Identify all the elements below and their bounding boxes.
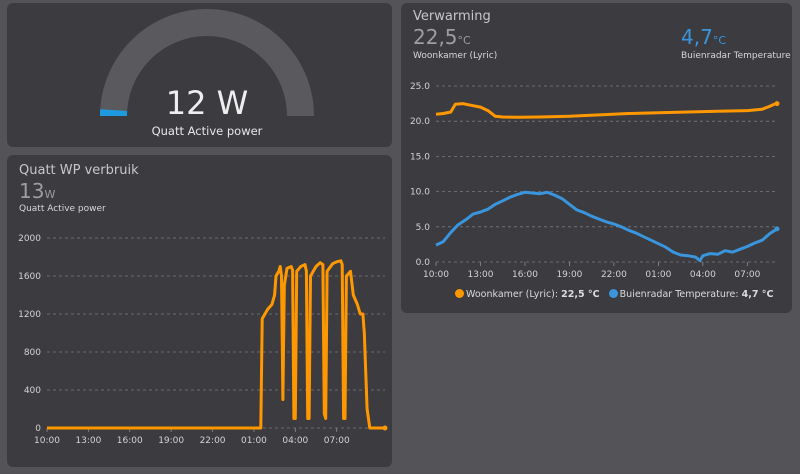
heat-secondary-number: 4,7 <box>681 25 713 49</box>
legend-dot-blue <box>608 289 618 298</box>
y-tick-label: 400 <box>24 386 41 396</box>
heat-primary-value: 22,5°C <box>413 25 471 49</box>
gauge: 12 W Quatt Active power <box>100 9 314 138</box>
legend-series1-name: Woonkamer (Lyric): <box>466 289 559 300</box>
x-tick-label: 07:00 <box>324 436 350 446</box>
legend-series1-value: 22,5 °C <box>561 289 600 300</box>
x-tick-label: 22:00 <box>601 270 627 280</box>
x-tick-label: 10:00 <box>423 270 449 280</box>
y-tick-label: 20.0 <box>410 117 430 127</box>
wp-card[interactable]: Quatt WP verbruik 13W Quatt Active power… <box>7 155 392 467</box>
heat-title: Verwarming <box>413 9 491 24</box>
y-tick-label: 25.0 <box>410 82 430 92</box>
wp-current-value: 13W <box>19 179 55 203</box>
y-tick-label: 800 <box>24 348 41 358</box>
x-tick-label: 16:00 <box>117 436 143 446</box>
y-tick-label: 0 <box>35 424 41 434</box>
series-end-point <box>774 226 780 232</box>
series-line <box>435 102 778 119</box>
series-end-point <box>774 101 780 107</box>
legend-dot-orange <box>455 289 464 298</box>
y-tick-label: 5.0 <box>416 223 431 233</box>
x-tick-label: 10:00 <box>34 436 60 446</box>
legend-item-woonkamer[interactable]: Woonkamer (Lyric): 22,5 °C <box>455 289 600 300</box>
series-line <box>435 190 778 263</box>
heat-chart[interactable]: 0.0 5.0 10.0 15.0 20.0 25.0 10:00 13:00 16:00 19:… <box>401 3 792 313</box>
x-tick-label: 19:00 <box>556 270 582 280</box>
y-tick-label: 1600 <box>18 272 41 282</box>
x-tick-label: 04:00 <box>282 436 308 446</box>
y-tick-label: 1200 <box>18 310 41 320</box>
heat-legend: Woonkamer (Lyric): 22,5 °C Buienradar Te… <box>455 289 773 300</box>
heat-card[interactable]: Verwarming 22,5°C Woonkamer (Lyric) 4,7°… <box>401 3 792 313</box>
gauge-card[interactable]: 12 W Quatt Active power <box>7 3 392 147</box>
gauge-track <box>100 9 314 117</box>
wp-unit: W <box>44 188 56 201</box>
x-tick-label: 01:00 <box>241 436 267 446</box>
legend-item-buienradar[interactable]: Buienradar Temperature: 4,7 °C <box>608 289 774 300</box>
heat-secondary-value: 4,7°C <box>681 25 726 49</box>
x-tick-label: 13:00 <box>75 436 101 446</box>
heat-primary-number: 22,5 <box>413 25 458 49</box>
x-tick-label: 04:00 <box>690 270 716 280</box>
gauge-label: Quatt Active power <box>152 124 263 138</box>
heat-primary-unit: °C <box>457 34 471 47</box>
wp-sublabel: Quatt Active power <box>19 204 106 214</box>
legend-series2-name: Buienradar Temperature: <box>619 289 739 300</box>
heat-secondary-unit: °C <box>712 34 726 47</box>
series-line <box>47 259 385 430</box>
x-tick-label: 07:00 <box>734 270 760 280</box>
x-tick-label: 16:00 <box>512 270 538 280</box>
heat-primary-label: Woonkamer (Lyric) <box>413 51 498 61</box>
y-tick-label: 15.0 <box>410 152 430 162</box>
wp-chart[interactable]: 0 400 800 1200 1600 2000 10:00 13:00 16:00 19:00 2… <box>7 155 392 467</box>
x-tick-label: 22:00 <box>200 436 226 446</box>
y-tick-label: 0.0 <box>416 258 431 268</box>
wp-title: Quatt WP verbruik <box>19 163 139 178</box>
y-tick-label: 2000 <box>18 234 41 244</box>
x-tick-label: 13:00 <box>468 270 494 280</box>
gauge-value: 12 W <box>166 84 249 122</box>
y-tick-label: 10.0 <box>410 188 430 198</box>
series-end-point <box>382 425 388 431</box>
legend-series2-value: 4,7 °C <box>741 289 774 300</box>
x-tick-label: 19:00 <box>158 436 184 446</box>
x-tick-label: 01:00 <box>645 270 671 280</box>
heat-secondary-label: Buienradar Temperature <box>681 51 791 61</box>
wp-value: 13 <box>19 179 45 203</box>
